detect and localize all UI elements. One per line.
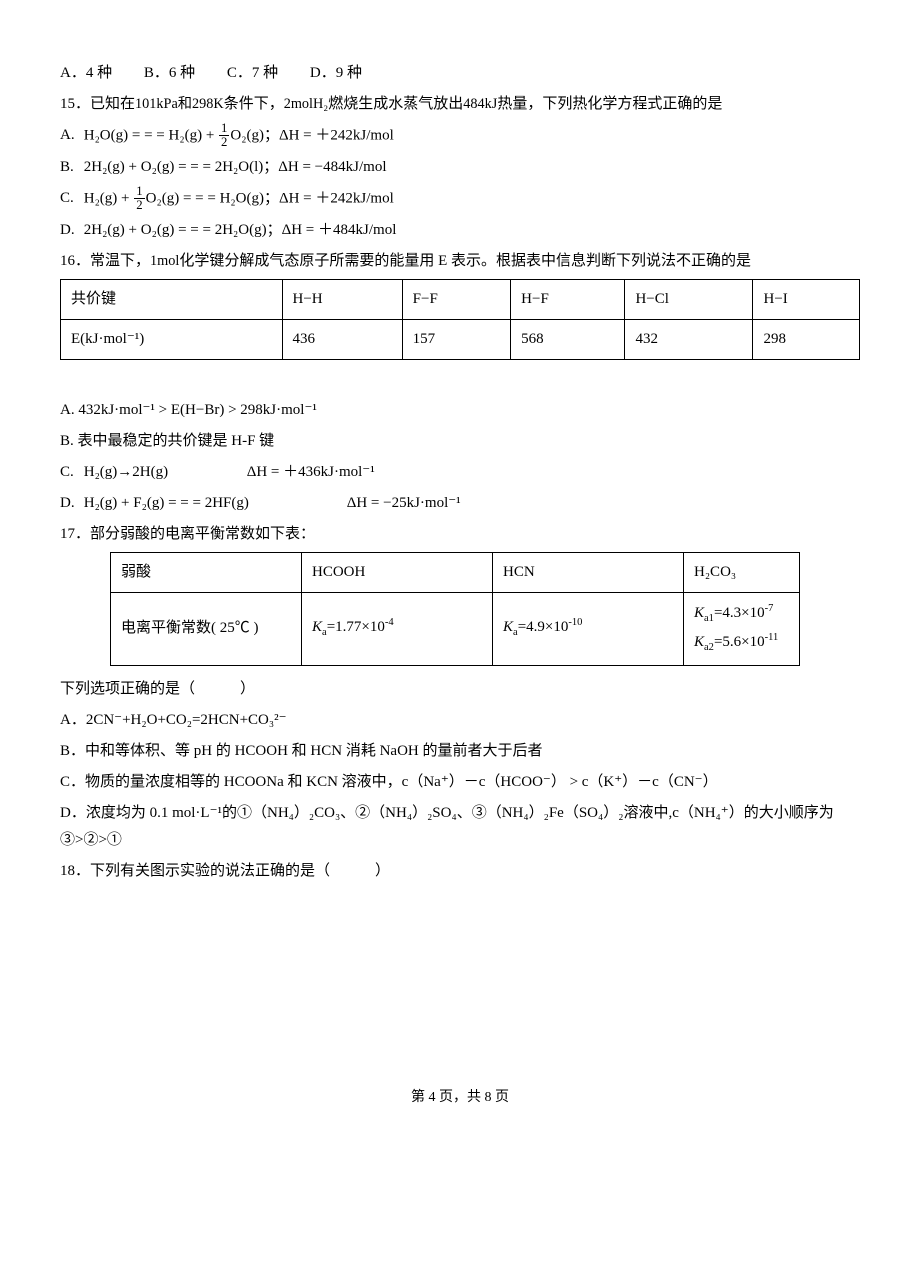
q16-v-3: 432 — [625, 319, 753, 359]
half-fraction-icon: 12 — [134, 185, 144, 213]
q15-opt-d: D. 2H₂(g) + O₂(g) = = = 2H₂O(g)；ΔH = ＋48… — [60, 217, 860, 244]
q16-th-1: H−H — [282, 279, 402, 319]
table-row: 电离平衡常数( 25℃ ) Ka=1.77×10-4 Ka=4.9×10-10 … — [111, 592, 800, 665]
q17-r2-c3: Ka1=4.3×10-7Ka2=5.6×10-11 — [684, 592, 800, 665]
table-row: E(kJ·mol⁻¹) 436 157 568 432 298 — [61, 319, 860, 359]
q16-d-dh: ΔH = −25kJ·mol⁻¹ — [347, 495, 461, 511]
q17-opt-b: B．中和等体积、等 pH 的 HCOOH 和 HCN 消耗 NaOH 的量前者大… — [60, 738, 860, 765]
q16-opt-c: C. H₂(g)→2H(g) ΔH = ＋436kJ·mol⁻¹ — [60, 459, 860, 486]
q15-stem: 15．已知在101kPa和298K条件下，2molH₂燃烧生成水蒸气放出484k… — [60, 91, 860, 118]
q16-stem: 16．常温下，1mol化学键分解成气态原子所需要的能量用 E 表示。根据表中信息… — [60, 248, 860, 275]
q16-d-eq: H₂(g) + F₂(g) = = = 2HF(g) — [84, 490, 344, 517]
q17-stem: 17．部分弱酸的电离平衡常数如下表： — [60, 521, 860, 548]
q17-opt-a: A．2CN⁻+H₂O+CO₂=2HCN+CO₃²⁻ — [60, 707, 860, 734]
q16-th-2: F−F — [402, 279, 510, 319]
q16-th-4: H−Cl — [625, 279, 753, 319]
q16-th-5: H−I — [753, 279, 860, 319]
q15-opt-b: B. 2H₂(g) + O₂(g) = = = 2H₂O(l)；ΔH = −48… — [60, 154, 860, 181]
q16-v-1: 157 — [402, 319, 510, 359]
table-row: 弱酸 HCOOH HCN H₂CO₃ — [111, 552, 800, 592]
page-footer: 第 4 页，共 8 页 — [60, 1085, 860, 1110]
q14-opt-b: B．6 种 — [144, 65, 195, 81]
q15-stem-prefix: 15．已知在 — [60, 96, 135, 112]
q17-r1-1: HCOOH — [302, 552, 493, 592]
q15-b-label: B. — [60, 154, 80, 181]
q17-opt-c: C．物质的量浓度相等的 HCOONa 和 KCN 溶液中，c（Na⁺）－c（HC… — [60, 769, 860, 796]
q14-opt-a: A．4 种 — [60, 65, 112, 81]
q16-c-label: C. — [60, 459, 80, 486]
q16-table: 共价键 H−H F−F H−F H−Cl H−I E(kJ·mol⁻¹) 436… — [60, 279, 860, 360]
q15-a-eq-l: H₂O(g) = = = H₂(g) + — [84, 127, 218, 143]
q15-c-eq-r: O₂(g) = = = H₂O(g)；ΔH = ＋242kJ/mol — [146, 190, 394, 206]
q15-mid1: 条件下， — [224, 96, 284, 112]
q17-r2-c2: Ka=4.9×10-10 — [493, 592, 684, 665]
q16-v-4: 298 — [753, 319, 860, 359]
q15-opt-a: A. H₂O(g) = = = H₂(g) + 12O₂(g)；ΔH = ＋24… — [60, 122, 860, 150]
q17-below: 下列选项正确的是（ ） — [60, 676, 860, 703]
q17-r2-label: 电离平衡常数( 25℃ ) — [111, 592, 302, 665]
q17-r2-c1: Ka=1.77×10-4 — [302, 592, 493, 665]
q14-opt-c: C．7 种 — [227, 65, 278, 81]
q15-a-label: A. — [60, 122, 80, 149]
q15-cond1: 101kPa和298K — [135, 96, 224, 112]
q16-c-dh: ΔH = ＋436kJ·mol⁻¹ — [247, 464, 375, 480]
q17-opt-d: D．浓度均为 0.1 mol·L⁻¹的①（NH₄）₂CO₃、②（NH₄）₂SO₄… — [60, 800, 860, 854]
q16-v-0: 436 — [282, 319, 402, 359]
q16-cond: 1mol — [150, 253, 179, 269]
q16-opt-d: D. H₂(g) + F₂(g) = = = 2HF(g) ΔH = −25kJ… — [60, 490, 860, 517]
q16-th-0: 共价键 — [61, 279, 283, 319]
q17-r1-2: HCN — [493, 552, 684, 592]
q16-th-3: H−F — [511, 279, 625, 319]
q15-d-eq: 2H₂(g) + O₂(g) = = = 2H₂O(g)；ΔH = ＋484kJ… — [84, 222, 397, 238]
q15-val: 484kJ — [463, 96, 497, 112]
half-fraction-icon: 12 — [219, 122, 229, 150]
table-row: 共价键 H−H F−F H−F H−Cl H−I — [61, 279, 860, 319]
q16-v-2: 568 — [511, 319, 625, 359]
q14-opt-d: D．9 种 — [310, 65, 362, 81]
q17-table: 弱酸 HCOOH HCN H₂CO₃ 电离平衡常数( 25℃ ) Ka=1.77… — [110, 552, 800, 666]
q16-opt-b: B. 表中最稳定的共价键是 H-F 键 — [60, 428, 860, 455]
q15-opt-c: C. H₂(g) + 12O₂(g) = = = H₂O(g)；ΔH = ＋24… — [60, 185, 860, 213]
q15-a-eq-r: O₂(g)；ΔH = ＋242kJ/mol — [230, 127, 393, 143]
q16-d-label: D. — [60, 490, 80, 517]
q16-row-label: E(kJ·mol⁻¹) — [61, 319, 283, 359]
q15-c-label: C. — [60, 185, 80, 212]
q15-c-eq-l: H₂(g) + — [84, 190, 134, 206]
q15-b-eq: 2H₂(g) + O₂(g) = = = 2H₂O(l)；ΔH = −484kJ… — [84, 159, 387, 175]
q15-d-label: D. — [60, 217, 80, 244]
q18-stem: 18．下列有关图示实验的说法正确的是（ ） — [60, 858, 860, 885]
q16-stem-end: 化学键分解成气态原子所需要的能量用 E 表示。根据表中信息判断下列说法不正确的是 — [179, 253, 751, 269]
q15-cond2: 2molH₂ — [284, 96, 329, 112]
q17-r1-0: 弱酸 — [111, 552, 302, 592]
q16-c-eq: H₂(g)→2H(g) — [84, 459, 244, 486]
q14-options: A．4 种 B．6 种 C．7 种 D．9 种 — [60, 60, 860, 87]
q16-stem-prefix: 16．常温下， — [60, 253, 150, 269]
q16-opt-a: A. 432kJ·mol⁻¹ > E(H−Br) > 298kJ·mol⁻¹ — [60, 397, 860, 424]
q15-end: 热量，下列热化学方程式正确的是 — [497, 96, 722, 112]
q15-mid2: 燃烧生成水蒸气放出 — [328, 96, 463, 112]
q17-r1-3: H₂CO₃ — [684, 552, 800, 592]
